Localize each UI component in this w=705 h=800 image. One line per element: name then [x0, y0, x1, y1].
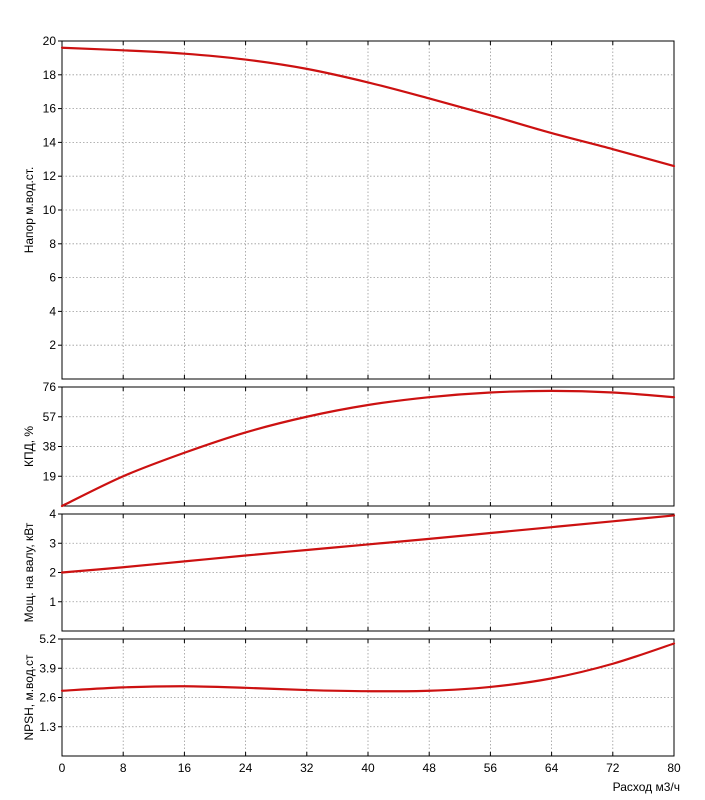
y-tick-label: 8: [49, 237, 56, 251]
x-tick-label: 16: [178, 761, 192, 775]
x-tick-label: 8: [120, 761, 127, 775]
y-tick-label: 57: [43, 410, 57, 424]
x-tick-label: 64: [545, 761, 559, 775]
series-line-head: [60, 46, 676, 168]
x-tick-label: 80: [667, 761, 681, 775]
y-axis-label: Напор м.вод.ст.: [22, 167, 36, 254]
x-tick-label: 32: [300, 761, 314, 775]
x-tick-label: 24: [239, 761, 253, 775]
y-tick-label: 3.9: [39, 661, 56, 675]
x-axis: 0 8 16 24 32 40 48 56 64 72 80 Расход м3/ч: [59, 761, 681, 794]
y-axis-label: КПД, %: [22, 426, 36, 467]
series-line-power: [60, 514, 676, 574]
y-tick-label: 4: [49, 304, 56, 318]
y-tick-label: 16: [43, 102, 57, 116]
y-tick-label: 14: [43, 135, 57, 149]
y-tick-label: 38: [43, 440, 57, 454]
y-tick-label: 4: [49, 507, 56, 521]
y-tick-label: 6: [49, 271, 56, 285]
x-tick-label: 48: [423, 761, 437, 775]
panel-head: 2 4 6 8 10 12 14 16 18 20 Напор м.вод.ст.: [22, 34, 676, 380]
series-line-efficiency: [60, 389, 676, 508]
x-tick-label: 56: [484, 761, 498, 775]
y-tick-label: 12: [43, 169, 57, 183]
x-axis-label: Расход м3/ч: [613, 780, 680, 794]
y-tick-label: 2.6: [39, 691, 56, 705]
panel-power: 1 2 3 4 Мощ. на валу, кВт: [22, 507, 676, 632]
y-axis-label: Мощ. на валу, кВт: [22, 522, 36, 622]
y-axis-label: NPSH, м.вод.ст: [22, 654, 36, 741]
y-tick-label: 76: [43, 380, 57, 394]
x-tick-label: 72: [606, 761, 620, 775]
y-tick-label: 5.2: [39, 632, 56, 646]
y-tick-label: 20: [43, 34, 57, 48]
y-tick-label: 2: [49, 566, 56, 580]
y-tick-label: 10: [43, 203, 57, 217]
y-tick-label: 19: [43, 469, 57, 483]
x-tick-label: 0: [59, 761, 66, 775]
y-tick-label: 18: [43, 68, 57, 82]
series-line-npsh: [60, 642, 676, 693]
y-tick-label: 3: [49, 536, 56, 550]
y-tick-label: 2: [49, 338, 56, 352]
y-tick-label: 1: [49, 595, 56, 609]
y-tick-label: 1.3: [39, 720, 56, 734]
panel-efficiency: 19 38 57 76 КПД, %: [22, 380, 676, 508]
x-tick-label: 40: [361, 761, 375, 775]
